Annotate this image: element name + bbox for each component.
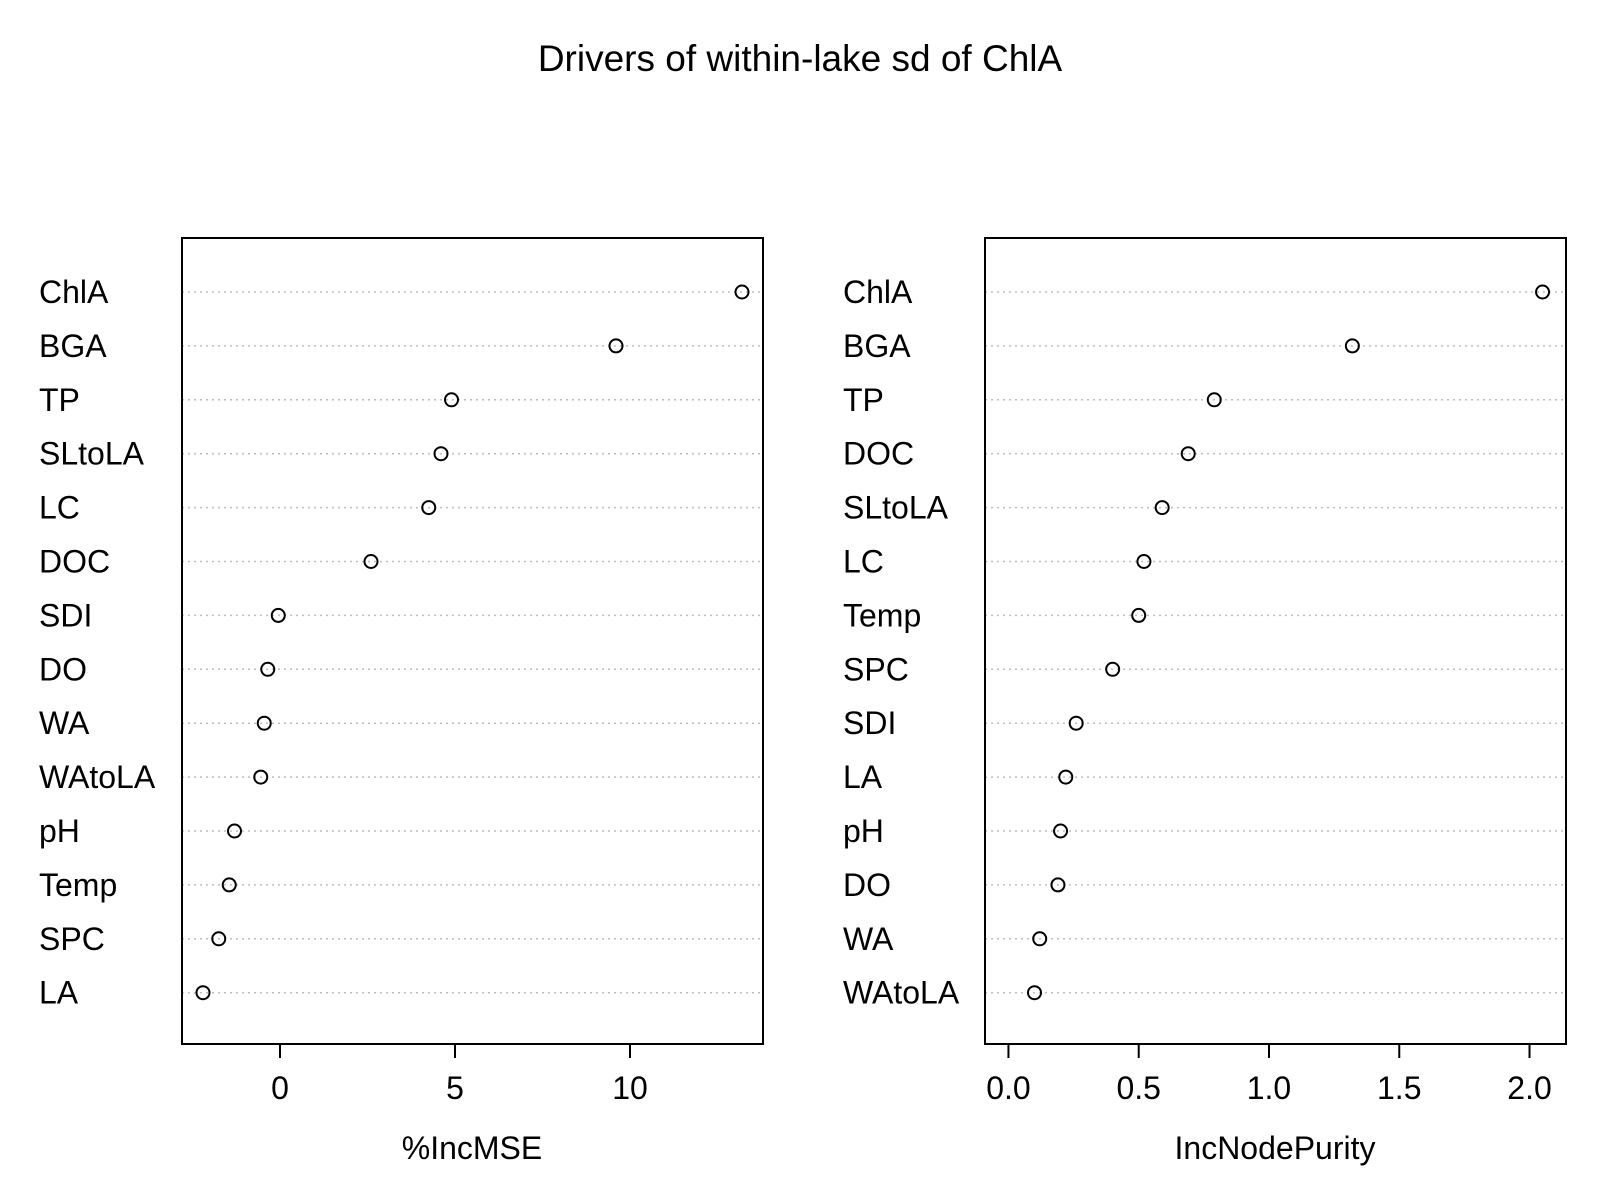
- data-point: [1068, 715, 1084, 731]
- x-tick-label: 1.5: [1377, 1070, 1421, 1106]
- x-tick-label: 2.0: [1507, 1070, 1551, 1106]
- category-label: DO: [39, 651, 87, 687]
- category-label: WAtoLA: [843, 975, 960, 1011]
- x-tick-label: 5: [446, 1070, 464, 1106]
- data-point: [1027, 985, 1043, 1001]
- data-point: [270, 607, 286, 623]
- data-point: [227, 823, 242, 839]
- data-point: [1344, 338, 1360, 354]
- data-point: [1535, 284, 1551, 300]
- x-axis-label: %IncMSE: [402, 1130, 542, 1166]
- category-label: TP: [39, 382, 80, 418]
- data-point: [1105, 661, 1121, 677]
- data-point: [1180, 446, 1196, 462]
- data-point: [260, 661, 276, 677]
- data-point: [1136, 554, 1152, 569]
- category-label: LA: [39, 975, 79, 1011]
- x-tick-label: 0: [271, 1070, 289, 1106]
- category-label: TP: [843, 382, 884, 418]
- x-tick-label: 0.0: [986, 1070, 1030, 1106]
- data-point: [195, 985, 211, 1001]
- category-label: SPC: [843, 651, 909, 687]
- category-label: Temp: [39, 867, 117, 903]
- data-point: [444, 392, 459, 408]
- data-point: [734, 284, 750, 300]
- category-label: SDI: [39, 597, 92, 633]
- category-label: LA: [843, 759, 883, 795]
- category-label: DOC: [39, 544, 110, 580]
- data-point: [256, 715, 272, 731]
- data-point: [253, 769, 269, 785]
- data-point: [211, 931, 227, 947]
- data-point: [1050, 877, 1066, 893]
- data-point: [1206, 392, 1222, 408]
- panel-incnodepurity: ChlA BGA TP DOC SLtoLA LC Temp SPC SDI LA pH DO WA WA…: [843, 237, 1567, 1166]
- category-label: LC: [39, 490, 80, 526]
- category-label: BGA: [39, 328, 107, 364]
- category-label: SLtoLA: [39, 436, 145, 472]
- data-point: [1053, 823, 1069, 839]
- category-label: ChlA: [843, 274, 913, 310]
- panel-incmse: ChlA BGA TP SLtoLA LC DOC SDI DO WA WAtoLA pH Temp S…: [39, 237, 764, 1166]
- data-point: [608, 338, 624, 354]
- data-point: [1058, 769, 1074, 785]
- x-axis-label: IncNodePurity: [1175, 1130, 1376, 1166]
- category-label: SLtoLA: [843, 490, 949, 526]
- category-label: SPC: [39, 921, 105, 957]
- category-label: SDI: [843, 705, 896, 741]
- category-label: WAtoLA: [39, 759, 156, 795]
- chart-title: Drivers of within-lake sd of ChlA: [538, 38, 1063, 79]
- category-label: BGA: [843, 328, 911, 364]
- category-label: pH: [39, 813, 80, 849]
- data-point: [433, 446, 449, 462]
- plot-frame: [984, 237, 1567, 1045]
- category-label: Temp: [843, 597, 921, 633]
- x-tick-label: 0.5: [1116, 1070, 1160, 1106]
- x-tick-label: 10: [612, 1070, 648, 1106]
- category-label: pH: [843, 813, 884, 849]
- data-point: [221, 877, 237, 893]
- category-label: LC: [843, 544, 884, 580]
- category-label: WA: [39, 705, 90, 741]
- x-tick-label: 1.0: [1247, 1070, 1291, 1106]
- category-label: DO: [843, 867, 891, 903]
- category-label: WA: [843, 921, 894, 957]
- data-point: [1154, 500, 1170, 516]
- plot-frame: [181, 237, 764, 1045]
- data-point: [363, 554, 379, 569]
- data-point: [1131, 607, 1147, 623]
- data-point: [1032, 931, 1048, 947]
- data-point: [421, 500, 437, 516]
- category-label: DOC: [843, 436, 914, 472]
- category-label: ChlA: [39, 274, 109, 310]
